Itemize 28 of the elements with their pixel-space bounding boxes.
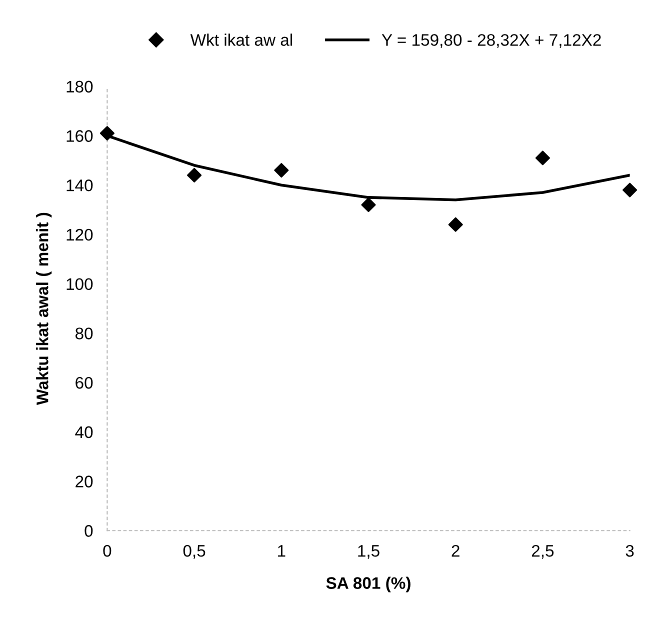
- y-tick-label: 20: [76, 476, 93, 488]
- y-tick-label: 100: [66, 278, 93, 290]
- x-tick-label: 0,5: [183, 544, 206, 559]
- y-axis-title: Waktu ikat awal ( menit ): [36, 212, 52, 405]
- legend-label: Wkt ikat aw al: [190, 34, 292, 46]
- y-tick-label: 160: [66, 130, 93, 142]
- point: [274, 163, 289, 178]
- y-tick-label: 80: [76, 328, 93, 340]
- y-tick-label: 40: [75, 426, 93, 438]
- y-tick-label: 120: [66, 228, 93, 241]
- y-tick-label: 180: [66, 80, 93, 93]
- x-tick-label: 0: [103, 544, 112, 557]
- legend-label: Y = 159,80 - 28,32X + 7,12X2: [382, 34, 601, 48]
- point: [361, 198, 376, 212]
- point: [622, 182, 638, 198]
- point: [448, 217, 463, 232]
- y-tick-label: 140: [66, 180, 93, 192]
- y-tick-label: 60: [76, 376, 93, 389]
- x-tick-label: 2: [452, 544, 460, 557]
- x-tick-label: 2,5: [532, 544, 554, 559]
- y-tick-label: 0: [84, 525, 93, 537]
- point: [535, 150, 550, 166]
- x-axis-title: SA 801 (%): [326, 576, 410, 592]
- x-tick-label: 1,5: [358, 545, 380, 559]
- point: [100, 126, 114, 141]
- x-tick-label: 1: [278, 545, 286, 557]
- point: [187, 168, 202, 183]
- x-tick-label: 3: [626, 544, 634, 557]
